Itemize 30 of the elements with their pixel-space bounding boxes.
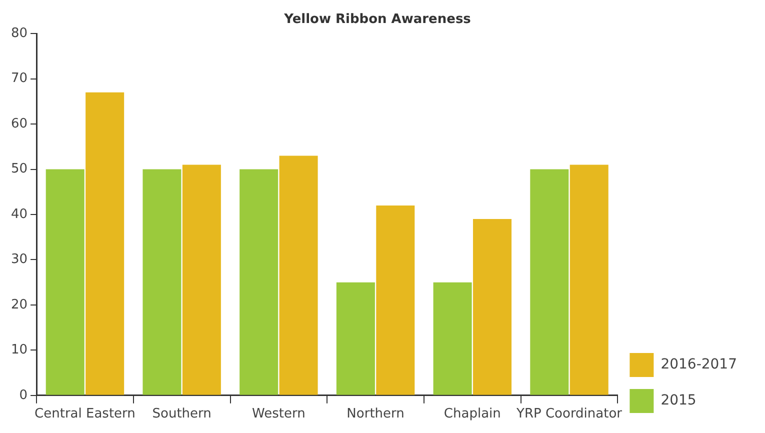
legend-label: 2016-2017 [660,356,738,373]
y-tick-label: 20 [10,297,28,312]
y-tick-label: 30 [10,252,28,268]
x-tick-label: Western [252,406,306,422]
y-tick-label: 10 [10,342,28,358]
bar [336,282,375,395]
bar [376,205,415,395]
bar [142,169,182,395]
x-tick-label: Central Eastern [34,406,136,422]
x-tick-label: Northern [346,406,404,422]
bar [240,169,278,395]
x-tick-label: YRP Coordinator [516,406,623,422]
y-tick-label: 70 [10,71,28,86]
bar [570,164,608,395]
y-tick-label: 0 [19,388,28,403]
bar [433,282,472,395]
bar [46,169,84,395]
bar [473,219,512,395]
x-tick-label: Chaplain [444,406,501,422]
bar [182,164,221,395]
y-tick-label: 80 [10,26,28,41]
y-tick-label: 40 [10,206,28,222]
bar [530,169,569,395]
bar [86,92,124,395]
chart-title: Yellow Ribbon Awareness [283,12,472,28]
y-tick-label: 60 [10,116,28,132]
bar [279,156,318,395]
y-tick-label: 50 [10,162,28,177]
legend-label: 2015 [660,392,696,409]
x-tick-label: Southern [152,406,212,422]
